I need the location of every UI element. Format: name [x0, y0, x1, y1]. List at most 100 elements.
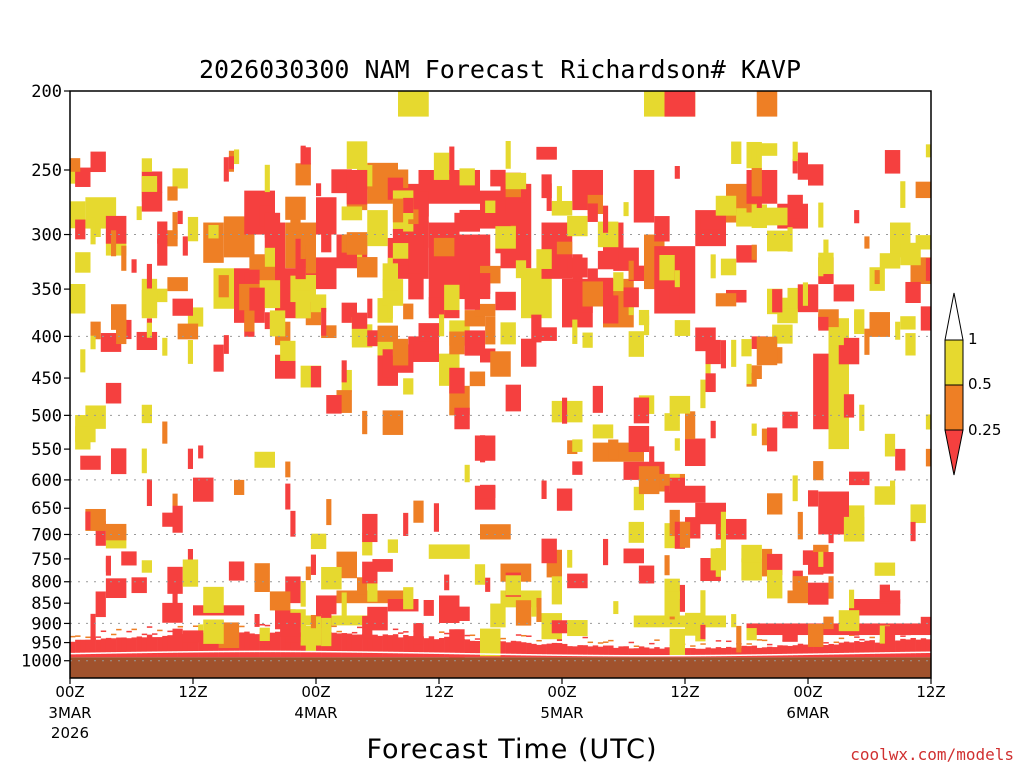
boundary-layer-gap: [357, 651, 363, 653]
boundary-layer-gap: [162, 651, 168, 653]
boundary-layer-gap: [264, 650, 271, 653]
richardson-cell: [131, 259, 137, 273]
boundary-layer-gap: [751, 654, 758, 656]
boundary-layer-gap: [198, 650, 204, 653]
plot-area: [69, 90, 932, 679]
richardson-cell: [254, 451, 275, 468]
richardson-cell: [490, 169, 506, 187]
richardson-cell: [121, 245, 127, 271]
boundary-layer-cell: [152, 633, 158, 635]
boundary-layer-gap: [228, 650, 235, 653]
richardson-cell: [700, 590, 706, 614]
richardson-cell: [572, 319, 578, 344]
richardson-cell: [70, 158, 81, 172]
boundary-layer-gap: [177, 651, 184, 653]
boundary-layer-gap: [638, 655, 645, 657]
richardson-cell: [357, 577, 368, 595]
richardson-cell: [592, 424, 614, 439]
boundary-layer-cell: [869, 636, 875, 639]
richardson-cell: [439, 310, 445, 337]
richardson-cell: [187, 339, 193, 364]
boundary-layer-gap: [223, 650, 230, 653]
richardson-cell: [485, 316, 496, 345]
richardson-cell: [413, 623, 424, 645]
y-tick-label: 950: [31, 634, 62, 654]
richardson-cell: [767, 427, 778, 452]
richardson-cell: [664, 555, 670, 576]
richardson-cell: [767, 569, 783, 599]
boundary-layer-cell: [726, 640, 732, 643]
richardson-cell: [736, 212, 757, 227]
boundary-layer-gap: [254, 650, 260, 653]
richardson-cell: [187, 448, 193, 469]
richardson-cell: [900, 181, 906, 208]
richardson-cell: [464, 330, 486, 356]
richardson-cell: [162, 421, 168, 444]
richardson-cell: [444, 574, 450, 591]
boundary-layer-cell: [608, 645, 614, 658]
richardson-cell: [403, 378, 414, 395]
boundary-layer-gap: [157, 651, 163, 653]
boundary-layer-cell: [70, 635, 76, 638]
boundary-layer-gap: [746, 654, 752, 656]
richardson-cell: [541, 538, 557, 564]
boundary-layer-gap: [644, 655, 650, 657]
richardson-cell: [541, 174, 552, 199]
boundary-layer-gap: [797, 653, 804, 656]
boundary-layer-cell: [874, 642, 881, 658]
richardson-cell: [464, 284, 480, 310]
boundary-layer-gap: [146, 651, 153, 654]
richardson-cell: [182, 630, 204, 643]
boundary-layer-gap: [275, 650, 281, 653]
richardson-cell: [187, 216, 199, 242]
richardson-cell: [90, 613, 96, 639]
boundary-layer-cell: [854, 641, 860, 658]
richardson-cell: [428, 297, 445, 315]
boundary-layer-gap: [633, 655, 640, 657]
boundary-layer-cell: [644, 647, 650, 658]
boundary-layer-gap: [208, 650, 214, 653]
richardson-cell: [767, 553, 783, 576]
boundary-layer-gap: [715, 654, 722, 657]
richardson-cell: [162, 602, 183, 623]
boundary-layer-cell: [772, 647, 778, 658]
richardson-cell: [638, 466, 660, 495]
x-date-label: 3MAR: [48, 704, 91, 722]
richardson-cell: [628, 521, 644, 543]
richardson-cell: [551, 576, 562, 605]
boundary-layer-gap: [884, 652, 891, 654]
richardson-cell: [213, 344, 224, 372]
legend-upper-arrow: [944, 292, 964, 341]
richardson-cell: [269, 310, 286, 337]
boundary-layer-gap: [659, 655, 665, 657]
richardson-cell: [567, 573, 588, 589]
boundary-layer-cell: [577, 645, 583, 658]
richardson-cell: [449, 146, 455, 175]
chart-title: 2026030300 NAM Forecast Richardson# KAVP: [199, 55, 801, 84]
richardson-cell: [792, 576, 808, 593]
richardson-cell: [623, 548, 644, 564]
richardson-cell: [828, 576, 834, 599]
richardson-cell: [182, 559, 199, 587]
richardson-cell: [480, 484, 496, 499]
boundary-layer-cell: [700, 648, 706, 658]
richardson-cell: [249, 287, 265, 311]
richardson-cell: [879, 584, 890, 602]
richardson-cell: [495, 226, 516, 249]
boundary-layer-cell: [864, 640, 870, 658]
richardson-cell: [490, 351, 511, 377]
boundary-layer-gap: [90, 652, 96, 654]
boundary-layer-gap: [592, 654, 599, 657]
richardson-cell: [141, 191, 163, 212]
richardson-cell: [638, 309, 650, 326]
richardson-cell: [751, 244, 757, 260]
richardson-cell: [310, 294, 327, 313]
richardson-cell: [715, 293, 737, 307]
richardson-cell: [638, 565, 655, 584]
richardson-cell: [300, 147, 311, 165]
boundary-layer-gap: [823, 653, 829, 655]
richardson-cell: [264, 164, 270, 193]
boundary-layer-gap: [787, 653, 793, 656]
boundary-layer-cell: [884, 640, 891, 658]
richardson-cell: [433, 503, 439, 532]
